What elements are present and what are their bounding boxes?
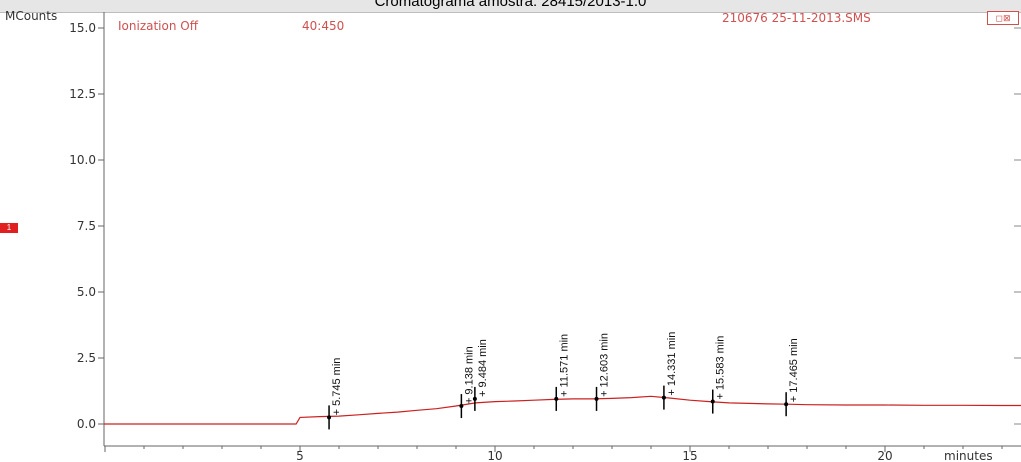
peak-label: + 9.484 min [477,339,489,397]
trace-layer [104,395,1021,425]
x-axis-label: minutes [944,449,993,462]
x-tick-label: 5 [296,449,304,462]
peak-marker[interactable]: + 17.465 min [784,338,800,417]
title-bar: Cromatograma amostra: 28415/2013-1.0 [0,0,1021,13]
y-tick-label: 2.5 [77,351,96,365]
peak-marker[interactable]: + 9.138 min [459,346,475,419]
peak-dot [327,415,332,420]
peak-label: + 15.583 min [715,336,727,400]
page-title: Cromatograma amostra: 28415/2013-1.0 [374,0,647,10]
peak-dot [472,396,477,401]
peak-dot [710,399,715,404]
peak-marker[interactable]: + 11.571 min [554,334,570,411]
peak-marker[interactable]: + 5.745 min [327,358,343,430]
x-tick-label: 20 [877,449,892,462]
chromatogram-trace [104,395,1021,425]
peak-marker[interactable]: + 9.484 min [472,339,489,411]
y-tick-label: 10.0 [69,153,96,167]
peak-dot [784,402,789,407]
y-tick-label: 7.5 [77,219,96,233]
peak-label: + 14.331 min [666,332,678,396]
peak-marker[interactable]: + 15.583 min [710,336,727,414]
file-label: 210676 25-11-2013.SMS [722,11,871,25]
peak-marker[interactable]: + 12.603 min [594,333,611,411]
peak-dot [459,404,464,409]
x-tick-label: 15 [682,449,697,462]
window-restore-button[interactable]: ◻⊠ [987,11,1019,25]
trace-marker-badge[interactable]: 1 [0,223,18,233]
peak-dot [661,395,666,400]
mass-range: 40:450 [302,19,344,33]
peak-marker[interactable]: + 14.331 min [661,332,678,410]
x-tick-label: 10 [487,449,502,462]
peak-label: + 5.745 min [331,358,343,416]
y-tick-label: 15.0 [69,21,96,35]
peak-label: + 12.603 min [599,333,611,397]
peak-label: + 17.465 min [788,338,800,402]
axes: 0.0 2.5 5.0 7.5 10.0 12.5 15.0 5 10 15 20 [69,12,1021,462]
y-tick-label: 0.0 [77,417,96,431]
y-tick-label: 12.5 [69,87,96,101]
peak-dot [554,396,559,401]
peak-dot [594,396,599,401]
y-axis-label: MCounts [5,9,57,23]
ionization-status: Ionization Off [118,19,199,33]
peak-markers: + 5.745 min + 9.138 min + 9.484 min + 11.57… [327,332,800,430]
peak-label: + 11.571 min [558,334,570,397]
peak-label: + 9.138 min [463,346,475,404]
y-tick-label: 5.0 [77,285,96,299]
